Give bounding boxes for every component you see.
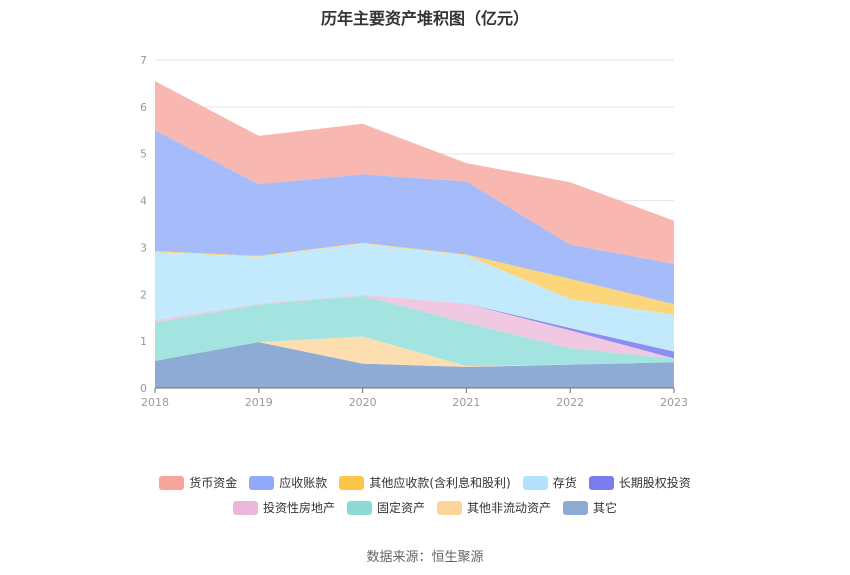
legend-item[interactable]: 投资性房地产 bbox=[232, 499, 335, 516]
legend-swatch bbox=[159, 475, 185, 490]
legend-item[interactable]: 长期股权投资 bbox=[588, 474, 691, 491]
legend-item[interactable]: 其他非流动资产 bbox=[437, 499, 551, 516]
y-tick-label: 4 bbox=[140, 195, 147, 208]
legend-label: 投资性房地产 bbox=[262, 501, 335, 515]
area-其他非流动资产 bbox=[155, 336, 674, 367]
legend-row: 投资性房地产 固定资产 其他非流动资产 其它 bbox=[0, 499, 850, 516]
area-货币资金 bbox=[155, 81, 674, 264]
y-tick-label: 7 bbox=[140, 54, 147, 67]
y-tick-label: 1 bbox=[140, 335, 147, 348]
legend-label: 长期股权投资 bbox=[618, 476, 691, 490]
legend-swatch bbox=[346, 500, 372, 515]
y-tick-label: 3 bbox=[140, 241, 147, 254]
legend-swatch bbox=[232, 500, 258, 515]
x-tick-label: 2020 bbox=[349, 396, 377, 409]
legend-label: 其他应收款(含利息和股利) bbox=[369, 476, 511, 490]
area-series bbox=[155, 81, 674, 388]
legend-label: 存货 bbox=[552, 476, 577, 490]
x-tick-label: 2018 bbox=[141, 396, 169, 409]
legend-label: 货币资金 bbox=[189, 476, 238, 490]
y-tick-label: 5 bbox=[140, 148, 147, 161]
legend-swatch bbox=[522, 475, 548, 490]
legend-item[interactable]: 固定资产 bbox=[346, 499, 425, 516]
axes: 0 1 2 3 4 5 6 7 2018 2019 2020 2021 2022 2023 bbox=[140, 54, 688, 409]
legend-item[interactable]: 存货 bbox=[522, 474, 577, 491]
legend-swatch bbox=[563, 500, 589, 515]
x-tick-label: 2022 bbox=[556, 396, 584, 409]
x-tick-label: 2021 bbox=[452, 396, 480, 409]
x-tick-label: 2023 bbox=[660, 396, 688, 409]
legend-item[interactable]: 其他应收款(含利息和股利) bbox=[339, 474, 511, 491]
legend-label: 其他非流动资产 bbox=[467, 501, 552, 515]
legend-label: 固定资产 bbox=[376, 501, 425, 515]
area-存货 bbox=[155, 243, 674, 352]
legend-item[interactable]: 其它 bbox=[563, 499, 617, 516]
y-tick-label: 2 bbox=[140, 288, 147, 301]
legend-swatch bbox=[339, 475, 365, 490]
legend-row: 货币资金 应收账款 其他应收款(含利息和股利) 存货 长期股权投资 bbox=[0, 474, 850, 491]
x-tick-label: 2019 bbox=[245, 396, 273, 409]
legend-swatch bbox=[588, 475, 614, 490]
legend-swatch bbox=[249, 475, 275, 490]
area-应收账款 bbox=[155, 130, 674, 305]
legend-label: 其它 bbox=[593, 501, 618, 515]
legend-swatch bbox=[437, 500, 462, 515]
legend-item[interactable]: 应收账款 bbox=[249, 474, 327, 491]
chart-title: 历年主要资产堆积图（亿元） bbox=[320, 9, 529, 28]
legend-item[interactable]: 货币资金 bbox=[159, 474, 237, 491]
area-投资性房地产 bbox=[155, 294, 674, 359]
legend-label: 应收账款 bbox=[279, 476, 328, 490]
area-固定资产 bbox=[155, 295, 674, 366]
data-source: 数据来源：恒生聚源 bbox=[366, 550, 484, 565]
area-其它 bbox=[155, 342, 674, 388]
y-tick-label: 0 bbox=[140, 382, 147, 395]
y-tick-label: 6 bbox=[140, 101, 147, 114]
